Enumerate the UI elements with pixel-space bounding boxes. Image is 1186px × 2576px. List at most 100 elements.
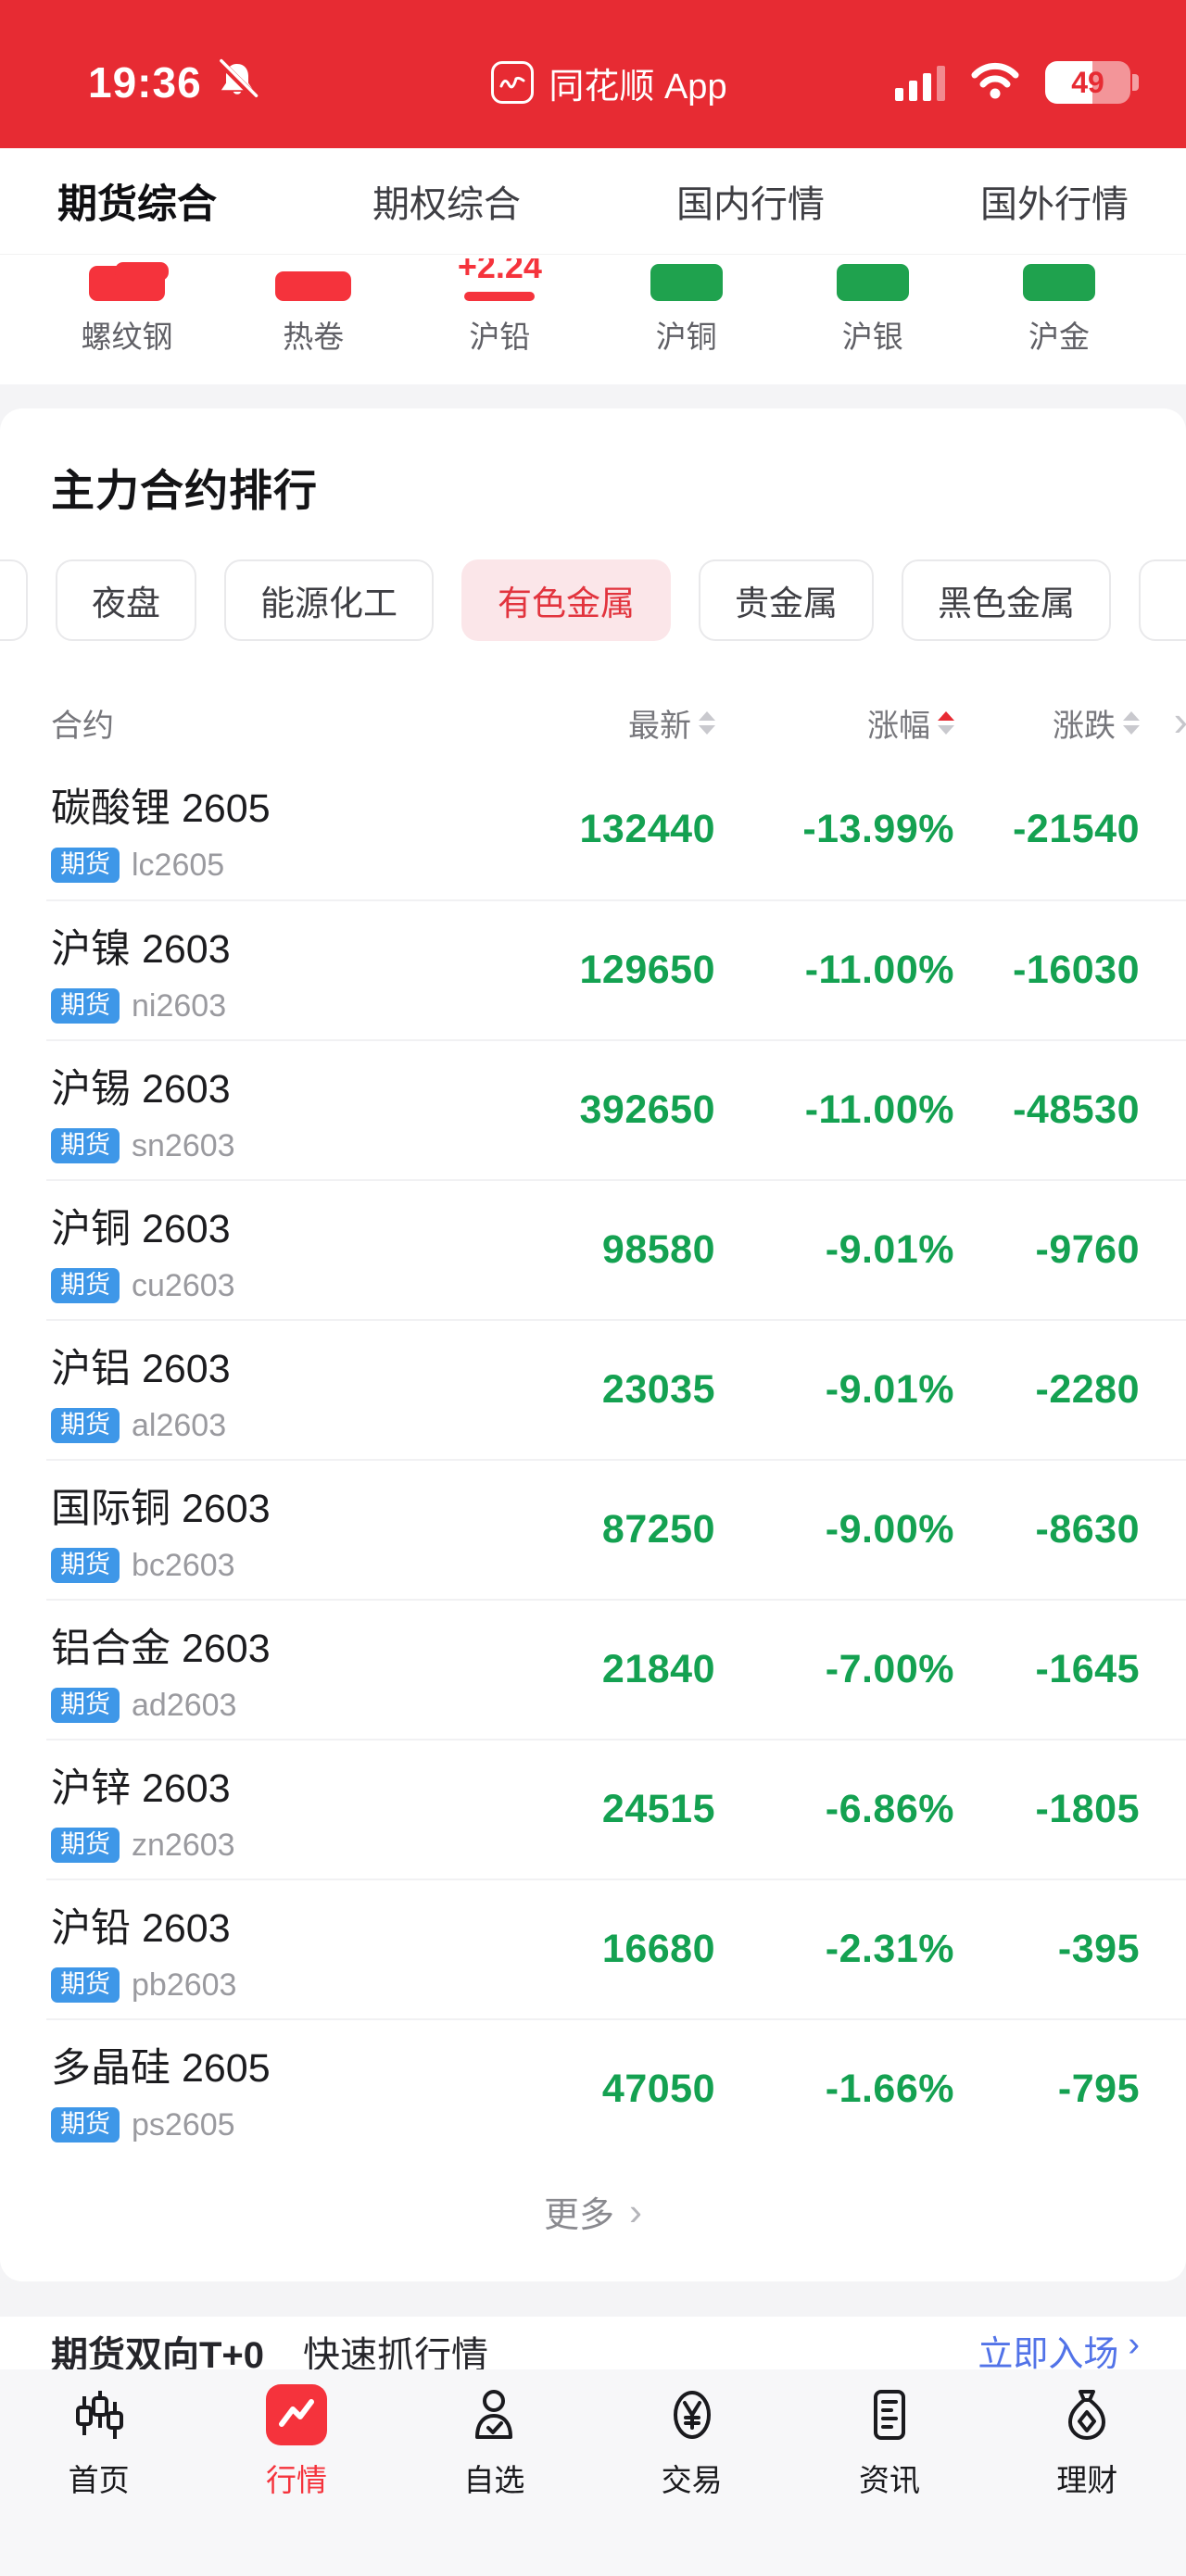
last-price: 47050 (601, 2067, 715, 2111)
last-price: 16680 (601, 1927, 715, 1971)
change-percent: -2.31% (825, 1927, 954, 1971)
promo-cta-link[interactable]: 立即入场 › (978, 2325, 1140, 2369)
section-title: 主力合约排行 (51, 466, 318, 515)
app-title-banner[interactable]: 同花顺 App (491, 57, 727, 108)
price-tag-shape (115, 262, 169, 281)
ticker-label: 沪金 (1028, 320, 1090, 354)
nav-quotes[interactable]: 行情 (197, 2384, 395, 2576)
change-value: -1805 (1035, 1787, 1140, 1831)
change-value: -795 (1057, 2067, 1140, 2111)
change-value: -395 (1057, 1927, 1140, 1971)
tab-futures-composite[interactable]: 期货综合 (57, 182, 217, 227)
nav-label: 资讯 (858, 2463, 920, 2497)
nav-label: 理财 (1056, 2463, 1118, 2497)
change-value: -9760 (1035, 1227, 1140, 1272)
nav-home[interactable]: 首页 (0, 2384, 197, 2576)
contract-code: ni2603 (132, 987, 227, 1024)
promo-banner[interactable]: 期货双向T+0 快速抓行情 立即入场 › (0, 2317, 1186, 2369)
promo-text-primary: 期货双向T+0 (51, 2335, 265, 2369)
nav-label: 首页 (68, 2463, 130, 2497)
ticker-change-text: +2.24 (457, 258, 542, 285)
futures-badge: 期货 (51, 1128, 120, 1163)
ticker-item[interactable]: +2.24 沪铅 (411, 255, 587, 384)
hot-contracts-ticker: 螺纹钢 热卷 +2.24 沪铅 沪铜 沪银 沪金 (0, 255, 1186, 384)
tab-foreign-quotes[interactable]: 国外行情 (980, 184, 1129, 225)
table-row[interactable]: 沪镍 2603 期货 ni2603 129650 -11.00% -16030 (46, 899, 1186, 1039)
more-link[interactable]: 更多 › (0, 2158, 1186, 2265)
table-row[interactable]: 沪锌 2603 期货 zn2603 24515 -6.86% -1805 (46, 1739, 1186, 1879)
promo-cta-label: 立即入场 (978, 2335, 1119, 2369)
chip-night-session[interactable]: 夜盘 (56, 559, 196, 641)
change-value: -2280 (1035, 1367, 1140, 1412)
nav-trade[interactable]: 交易 (593, 2384, 790, 2576)
status-time: 19:36 (88, 58, 202, 107)
chip-partial[interactable] (0, 559, 28, 641)
column-change-sort[interactable]: 涨跌 (954, 700, 1140, 746)
futures-badge: 期货 (51, 848, 120, 883)
futures-badge: 期货 (51, 1688, 120, 1723)
app-title: 同花顺 App (549, 67, 727, 107)
ticker-item[interactable]: 螺纹钢 (39, 255, 215, 384)
table-row[interactable]: 沪铝 2603 期货 al2603 23035 -9.01% -2280 (46, 1319, 1186, 1459)
ticker-label: 沪铜 (655, 320, 717, 354)
ticker-item[interactable]: 沪金 (971, 255, 1147, 384)
ticker-item[interactable]: 热卷 (225, 255, 401, 384)
contract-code: cu2603 (132, 1267, 235, 1303)
status-right: 49 (797, 60, 1139, 106)
tonghuashun-logo-icon (491, 61, 535, 104)
battery-icon: 49 (1044, 61, 1139, 104)
nav-news[interactable]: 资讯 (790, 2384, 988, 2576)
nav-label: 交易 (661, 2463, 723, 2497)
contract-name: 沪镍 2603 (51, 926, 231, 972)
status-left: 19:36 (88, 57, 422, 107)
last-price: 23035 (601, 1367, 715, 1412)
contract-code: sn2603 (132, 1127, 235, 1163)
nav-wealth[interactable]: 理财 (989, 2384, 1186, 2576)
table-row[interactable]: 沪铅 2603 期货 pb2603 16680 -2.31% -395 (46, 1879, 1186, 2018)
sort-arrows-icon (1123, 710, 1140, 735)
more-label: 更多 (543, 2196, 614, 2235)
table-row[interactable]: 沪铜 2603 期货 cu2603 98580 -9.01% -9760 (46, 1179, 1186, 1319)
contract-name: 沪铅 2603 (51, 1905, 231, 1951)
chip-ferrous-metals[interactable]: 黑色金属 (902, 559, 1111, 641)
futures-badge: 期货 (51, 1828, 120, 1863)
change-percent: -11.00% (804, 1087, 954, 1132)
futures-badge: 期货 (51, 1548, 120, 1583)
table-row[interactable]: 沪锡 2603 期货 sn2603 392650 -11.00% -48530 (46, 1039, 1186, 1179)
contract-name: 沪锌 2603 (51, 1766, 231, 1811)
column-last-sort[interactable]: 最新 (476, 700, 715, 746)
price-tag-shape (1022, 264, 1095, 301)
chevron-right-icon: › (629, 2189, 642, 2233)
ticker-label: 热卷 (283, 320, 345, 354)
table-row[interactable]: 国际铜 2603 期货 bc2603 87250 -9.00% -8630 (46, 1459, 1186, 1599)
tab-options-composite[interactable]: 期权综合 (372, 184, 521, 225)
table-row[interactable]: 铝合金 2603 期货 ad2603 21840 -7.00% -1645 (46, 1599, 1186, 1739)
column-contract: 合约 (51, 708, 114, 744)
ticker-item[interactable]: 沪银 (785, 255, 961, 384)
last-price: 98580 (601, 1227, 715, 1272)
chip-nonferrous-metals[interactable]: 有色金属 (461, 559, 671, 641)
person-check-icon (463, 2384, 524, 2445)
chip-partial[interactable] (1139, 559, 1186, 641)
quotes-trend-icon (265, 2384, 327, 2445)
sort-arrows-icon (699, 710, 715, 735)
ticker-label: 螺纹钢 (81, 320, 173, 354)
price-tag-shape (650, 264, 723, 301)
notifications-muted-icon (215, 58, 259, 107)
chip-energy-chemical[interactable]: 能源化工 (224, 559, 434, 641)
ticker-item[interactable]: 沪铜 (599, 255, 775, 384)
ticker-label: 沪银 (841, 320, 903, 354)
nav-watchlist[interactable]: 自选 (396, 2384, 593, 2576)
tab-domestic-quotes[interactable]: 国内行情 (676, 184, 825, 225)
change-percent: -9.00% (825, 1507, 954, 1552)
last-price: 21840 (601, 1647, 715, 1691)
chip-precious-metals[interactable]: 贵金属 (699, 559, 874, 641)
table-row[interactable]: 多晶硅 2605 期货 ps2605 47050 -1.66% -795 (46, 2018, 1186, 2158)
table-row[interactable]: 碳酸锂 2605 期货 lc2605 132440 -13.99% -21540 (46, 760, 1186, 899)
more-columns-chevron-icon[interactable]: › (1174, 696, 1186, 746)
column-change-pct-sort[interactable]: 涨幅 (715, 700, 954, 746)
column-change-label: 涨跌 (1053, 708, 1116, 744)
ticker-label: 沪铅 (469, 320, 531, 354)
change-percent: -13.99% (802, 807, 954, 851)
column-change-pct-label: 涨幅 (867, 708, 930, 744)
